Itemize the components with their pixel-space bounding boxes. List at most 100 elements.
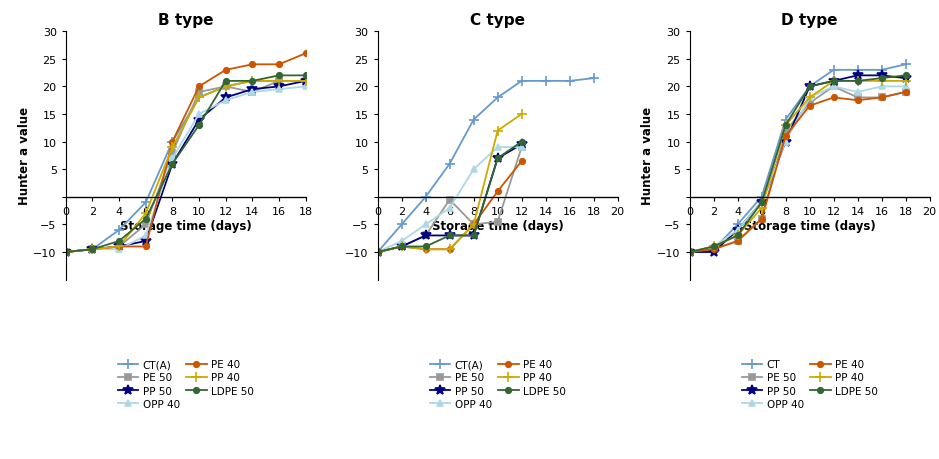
OPP 40 xyxy=(220,98,231,104)
PP 50 xyxy=(273,84,285,90)
OPP 40 xyxy=(86,247,98,252)
CT xyxy=(708,247,719,252)
LDPE 50 xyxy=(167,162,178,167)
OPP 40 xyxy=(273,87,285,93)
OPP 40 xyxy=(804,95,815,101)
PE 50 xyxy=(273,79,285,84)
Line: OPP 40: OPP 40 xyxy=(686,84,908,255)
PP 40 xyxy=(247,79,258,84)
Line: PP 40: PP 40 xyxy=(373,110,527,257)
CT xyxy=(828,68,839,73)
PP 50 xyxy=(804,84,815,90)
Line: PP 50: PP 50 xyxy=(61,77,311,257)
PP 40 xyxy=(220,84,231,90)
Line: PE 40: PE 40 xyxy=(63,51,309,255)
PE 50 xyxy=(86,247,98,252)
PP 40 xyxy=(114,244,125,250)
OPP 40 xyxy=(300,84,312,90)
CT(A) xyxy=(420,195,431,200)
PE 50 xyxy=(300,79,312,84)
PP 40 xyxy=(684,250,695,255)
PP 40 xyxy=(876,79,887,84)
CT(A) xyxy=(396,222,408,228)
LDPE 50 xyxy=(300,73,312,79)
PE 40 xyxy=(876,95,887,101)
PE 40 xyxy=(684,250,695,255)
CT(A) xyxy=(564,79,576,84)
PP 40 xyxy=(516,112,528,118)
OPP 40 xyxy=(468,167,479,173)
OPP 40 xyxy=(372,250,383,255)
PE 40 xyxy=(468,222,479,228)
OPP 40 xyxy=(420,222,431,228)
Legend: CT, PE 50, PP 50, OPP 40, PE 40, PP 40, LDPE 50: CT, PE 50, PP 50, OPP 40, PE 40, PP 40, … xyxy=(742,359,878,409)
Line: PE 50: PE 50 xyxy=(63,79,309,255)
Line: PE 40: PE 40 xyxy=(686,90,908,255)
PP 50 xyxy=(468,233,479,239)
CT xyxy=(852,68,863,73)
OPP 40 xyxy=(247,90,258,95)
CT xyxy=(732,222,744,228)
LDPE 50 xyxy=(516,140,528,145)
PE 40 xyxy=(372,250,383,255)
LDPE 50 xyxy=(708,244,719,250)
PP 40 xyxy=(732,233,744,239)
PP 50 xyxy=(708,250,719,255)
PE 40 xyxy=(900,90,911,95)
PP 50 xyxy=(114,244,125,250)
LDPE 50 xyxy=(492,156,503,162)
PP 40 xyxy=(900,79,911,84)
Title: B type: B type xyxy=(158,13,213,28)
PE 50 xyxy=(247,90,258,95)
PP 40 xyxy=(492,129,503,134)
Line: CT: CT xyxy=(685,60,911,257)
PP 40 xyxy=(167,145,178,151)
PE 40 xyxy=(492,189,503,195)
PE 50 xyxy=(420,233,431,239)
PE 40 xyxy=(420,247,431,252)
OPP 40 xyxy=(60,250,71,255)
LDPE 50 xyxy=(468,233,479,239)
PP 40 xyxy=(193,95,205,101)
PP 40 xyxy=(300,79,312,84)
OPP 40 xyxy=(114,247,125,252)
LDPE 50 xyxy=(140,217,151,222)
OPP 40 xyxy=(396,239,408,244)
PP 40 xyxy=(828,79,839,84)
LDPE 50 xyxy=(420,244,431,250)
PP 50 xyxy=(492,156,503,162)
PE 40 xyxy=(444,247,455,252)
Title: D type: D type xyxy=(781,13,838,28)
CT(A) xyxy=(247,79,258,84)
Line: PP 50: PP 50 xyxy=(373,140,527,257)
PP 50 xyxy=(900,76,911,82)
CT(A) xyxy=(492,95,503,101)
PE 40 xyxy=(804,104,815,109)
Line: LDPE 50: LDPE 50 xyxy=(63,73,309,255)
PE 40 xyxy=(220,68,231,73)
OPP 40 xyxy=(900,84,911,90)
LDPE 50 xyxy=(756,200,767,206)
PP 50 xyxy=(372,250,383,255)
OPP 40 xyxy=(852,90,863,95)
OPP 40 xyxy=(828,84,839,90)
PE 40 xyxy=(140,244,151,250)
PP 40 xyxy=(140,211,151,217)
Line: OPP 40: OPP 40 xyxy=(375,145,525,255)
PP 40 xyxy=(804,95,815,101)
LDPE 50 xyxy=(732,233,744,239)
LDPE 50 xyxy=(193,123,205,129)
Line: CT(A): CT(A) xyxy=(373,74,598,257)
CT(A) xyxy=(60,250,71,255)
OPP 40 xyxy=(193,112,205,118)
PE 40 xyxy=(86,247,98,252)
PP 40 xyxy=(372,250,383,255)
PE 50 xyxy=(900,90,911,95)
LDPE 50 xyxy=(444,233,455,239)
PE 50 xyxy=(852,95,863,101)
PP 50 xyxy=(876,73,887,79)
Line: CT(A): CT(A) xyxy=(61,77,311,257)
OPP 40 xyxy=(732,228,744,233)
OPP 40 xyxy=(516,145,528,151)
Line: LDPE 50: LDPE 50 xyxy=(686,73,908,255)
